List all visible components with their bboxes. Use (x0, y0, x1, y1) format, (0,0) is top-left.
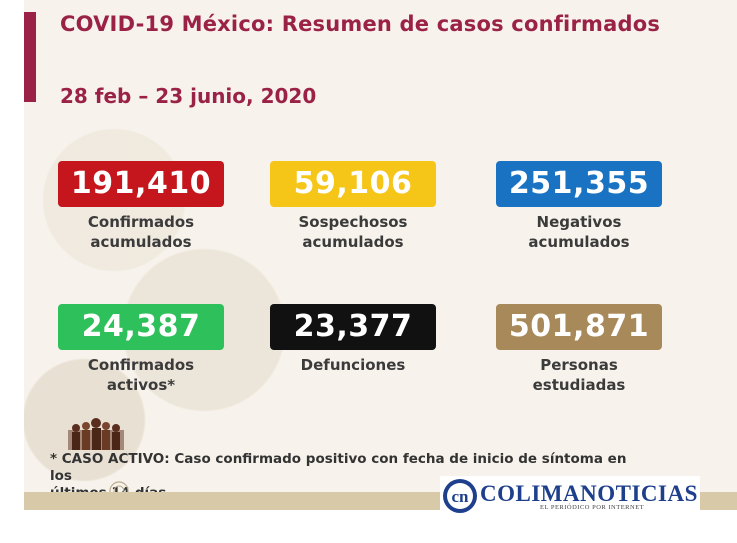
stat-personas-estudiadas: 501,871 Personas estudiadas (496, 304, 662, 395)
stat-label-line1: Defunciones (300, 356, 406, 374)
brand-logo-icon: cn (443, 479, 477, 513)
stat-label-line1: Negativos (536, 213, 622, 231)
stat-value-box: 24,387 (58, 304, 224, 350)
stat-label: Defunciones (270, 355, 436, 375)
stat-value-box: 23,377 (270, 304, 436, 350)
brand-tagline: EL PERIÓDICO POR INTERNET (540, 504, 645, 511)
stat-label-line2: acumulados (302, 233, 404, 251)
brand-watermark: cn COLIMANOTICIAS EL PERIÓDICO POR INTER… (440, 476, 700, 516)
stat-label: Confirmados acumulados (58, 212, 224, 252)
stat-value-box: 251,355 (496, 161, 662, 207)
stat-defunciones: 23,377 Defunciones (270, 304, 436, 375)
page-title: COVID-19 México: Resumen de casos confir… (60, 12, 661, 36)
stat-label-line1: Confirmados (87, 213, 195, 231)
stat-value-box: 191,410 (58, 161, 224, 207)
stat-value-box: 501,871 (496, 304, 662, 350)
stat-label-line2: acumulados (528, 233, 630, 251)
stat-sospechosos-acumulados: 59,106 Sospechosos acumulados (270, 161, 436, 252)
stat-label: Personas estudiadas (496, 355, 662, 395)
stat-negativos-acumulados: 251,355 Negativos acumulados (496, 161, 662, 252)
stat-label: Sospechosos acumulados (270, 212, 436, 252)
stat-label: Confirmados activos* (58, 355, 224, 395)
footnote-line1: * CASO ACTIVO: Caso confirmado positivo … (50, 451, 627, 484)
stat-confirmados-acumulados: 191,410 Confirmados acumulados (58, 161, 224, 252)
crowd-icon (68, 418, 124, 450)
stat-label-line1: Confirmados (87, 356, 195, 374)
stat-confirmados-activos: 24,387 Confirmados activos* (58, 304, 224, 395)
stat-label-line2: activos* (106, 376, 176, 394)
stat-value-box: 59,106 (270, 161, 436, 207)
stat-label-line2: estudiadas (532, 376, 626, 394)
stat-label: Negativos acumulados (496, 212, 662, 252)
brand-name: COLIMANOTICIAS (480, 481, 698, 506)
stat-label-line1: Personas (540, 356, 618, 374)
date-range: 28 feb – 23 junio, 2020 (60, 84, 317, 108)
stat-label-line2: acumulados (90, 233, 192, 251)
slide: COVID-19 México: Resumen de casos confir… (24, 0, 737, 510)
svg-text:cn: cn (452, 487, 470, 506)
background-pattern (24, 0, 354, 510)
accent-bar (24, 12, 36, 102)
stat-label-line1: Sospechosos (298, 213, 408, 231)
